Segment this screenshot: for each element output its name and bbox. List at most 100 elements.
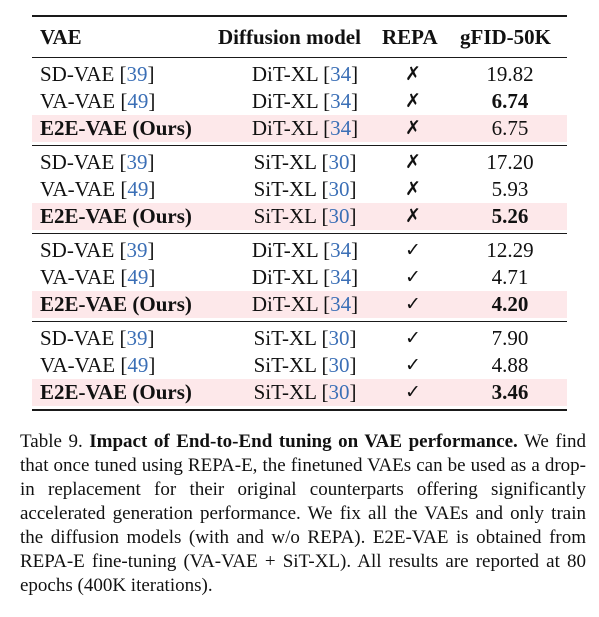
diffusion-model-name: SiT-XL bbox=[253, 204, 317, 228]
cross-mark-icon: ✗ bbox=[405, 205, 421, 227]
cell-diffusion-model: SiT-XL [30] bbox=[253, 380, 357, 404]
table-row: SD-VAE [39] DiT-XL [34] ✗ 19.82 bbox=[32, 61, 567, 88]
vae-citation-link[interactable]: 39 bbox=[126, 150, 148, 174]
diffusion-citation-link[interactable]: 30 bbox=[328, 150, 350, 174]
cell-vae: E2E-VAE (Ours) bbox=[40, 115, 192, 142]
cell-diffusion-model: SiT-XL [30] bbox=[253, 353, 357, 377]
cell-gfid: 19.82 bbox=[486, 62, 534, 86]
cell-vae: SD-VAE [39] bbox=[40, 326, 155, 350]
table-bottom-rule bbox=[32, 409, 567, 411]
vae-citation-link[interactable]: 39 bbox=[126, 326, 148, 350]
cell-vae: VA-VAE [49] bbox=[40, 177, 156, 201]
cross-mark-icon: ✗ bbox=[405, 151, 421, 173]
vae-citation-link[interactable]: 39 bbox=[126, 238, 148, 262]
diffusion-model-name: DiT-XL bbox=[251, 292, 318, 316]
table-body: SD-VAE [39] DiT-XL [34] ✗ 19.82 VA-VAE [49] D… bbox=[32, 57, 567, 411]
diffusion-citation-link[interactable]: 34 bbox=[330, 62, 352, 86]
vae-name: VA-VAE bbox=[40, 265, 116, 289]
caption-body: We find that once tuned using REPA-E, th… bbox=[20, 431, 586, 596]
diffusion-citation-link[interactable]: 30 bbox=[328, 380, 350, 404]
table-row: VA-VAE [49] DiT-XL [34] ✓ 4.71 bbox=[32, 264, 567, 291]
vae-name: SD-VAE bbox=[40, 326, 115, 350]
vae-citation-link[interactable]: 49 bbox=[127, 89, 149, 113]
table-row-highlighted: E2E-VAE (Ours) SiT-XL [30] ✗ 5.26 bbox=[32, 203, 567, 230]
diffusion-model-name: DiT-XL bbox=[251, 116, 318, 140]
table-header-row: VAE Diffusion model REPA gFID-50K bbox=[32, 17, 567, 57]
cell-diffusion-model: SiT-XL [30] bbox=[253, 177, 357, 201]
cell-diffusion-model: SiT-XL [30] bbox=[253, 150, 357, 174]
diffusion-citation-link[interactable]: 30 bbox=[328, 353, 350, 377]
cell-gfid: 5.93 bbox=[491, 177, 529, 201]
diffusion-model-name: SiT-XL bbox=[253, 380, 317, 404]
table-group: SD-VAE [39] SiT-XL [30] ✓ 7.90 VA-VAE [49] Si… bbox=[32, 322, 567, 409]
caption-label: Table 9. bbox=[20, 431, 83, 452]
diffusion-model-name: DiT-XL bbox=[251, 62, 318, 86]
vae-name: VA-VAE bbox=[40, 353, 116, 377]
diffusion-citation-link[interactable]: 34 bbox=[330, 89, 352, 113]
diffusion-citation-link[interactable]: 34 bbox=[330, 238, 352, 262]
cell-diffusion-model: DiT-XL [34] bbox=[251, 292, 359, 316]
table-group: SD-VAE [39] DiT-XL [34] ✗ 19.82 VA-VAE [49] D… bbox=[32, 58, 567, 145]
group-separator-rule bbox=[32, 145, 567, 146]
table-row: VA-VAE [49] SiT-XL [30] ✗ 5.93 bbox=[32, 176, 567, 203]
vae-name: E2E-VAE (Ours) bbox=[40, 116, 192, 140]
cell-gfid: 3.46 bbox=[491, 380, 529, 404]
diffusion-model-name: SiT-XL bbox=[253, 177, 317, 201]
cell-vae: VA-VAE [49] bbox=[40, 89, 156, 113]
cell-vae: SD-VAE [39] bbox=[40, 150, 155, 174]
vae-citation-link[interactable]: 49 bbox=[127, 265, 149, 289]
group-separator-rule bbox=[32, 57, 567, 58]
diffusion-citation-link[interactable]: 30 bbox=[328, 326, 350, 350]
diffusion-citation-link[interactable]: 30 bbox=[328, 204, 350, 228]
table-caption: Table 9. Impact of End-to-End tuning on … bbox=[20, 430, 586, 598]
cell-vae: E2E-VAE (Ours) bbox=[40, 291, 192, 318]
table-row: VA-VAE [49] DiT-XL [34] ✗ 6.74 bbox=[32, 88, 567, 115]
cell-gfid: 17.20 bbox=[486, 150, 534, 174]
caption-title: Impact of End-to-End tuning on VAE perfo… bbox=[89, 431, 518, 452]
table-row-highlighted: E2E-VAE (Ours) DiT-XL [34] ✗ 6.75 bbox=[32, 115, 567, 142]
cell-diffusion-model: DiT-XL [34] bbox=[251, 238, 359, 262]
cross-mark-icon: ✗ bbox=[405, 63, 421, 85]
vae-name: E2E-VAE (Ours) bbox=[40, 204, 192, 228]
vae-name: VA-VAE bbox=[40, 177, 116, 201]
diffusion-citation-link[interactable]: 34 bbox=[330, 292, 352, 316]
cell-gfid: 4.20 bbox=[491, 292, 529, 316]
diffusion-model-name: DiT-XL bbox=[251, 89, 318, 113]
cross-mark-icon: ✗ bbox=[405, 178, 421, 200]
cell-gfid: 7.90 bbox=[491, 326, 529, 350]
vae-citation-link[interactable]: 39 bbox=[126, 62, 148, 86]
cell-gfid: 4.88 bbox=[491, 353, 529, 377]
vae-name: SD-VAE bbox=[40, 62, 115, 86]
table-row: SD-VAE [39] DiT-XL [34] ✓ 12.29 bbox=[32, 237, 567, 264]
diffusion-citation-link[interactable]: 34 bbox=[330, 116, 352, 140]
cell-gfid: 6.75 bbox=[491, 116, 529, 140]
vae-citation-link[interactable]: 49 bbox=[127, 177, 149, 201]
diffusion-citation-link[interactable]: 30 bbox=[328, 177, 350, 201]
vae-name: VA-VAE bbox=[40, 89, 116, 113]
table-row: SD-VAE [39] SiT-XL [30] ✗ 17.20 bbox=[32, 149, 567, 176]
check-mark-icon: ✓ bbox=[405, 327, 421, 349]
diffusion-citation-link[interactable]: 34 bbox=[330, 265, 352, 289]
vae-name: E2E-VAE (Ours) bbox=[40, 380, 192, 404]
cell-diffusion-model: DiT-XL [34] bbox=[251, 116, 359, 140]
diffusion-model-name: SiT-XL bbox=[253, 326, 317, 350]
cell-gfid: 12.29 bbox=[486, 238, 534, 262]
header-gfid: gFID-50K bbox=[460, 25, 551, 49]
cell-vae: E2E-VAE (Ours) bbox=[40, 203, 192, 230]
results-table: VAE Diffusion model REPA gFID-50K SD-VAE… bbox=[32, 15, 567, 411]
diffusion-model-name: DiT-XL bbox=[251, 238, 318, 262]
group-separator-rule bbox=[32, 321, 567, 322]
check-mark-icon: ✓ bbox=[405, 266, 421, 288]
table-row-highlighted: E2E-VAE (Ours) SiT-XL [30] ✓ 3.46 bbox=[32, 379, 567, 406]
cell-diffusion-model: SiT-XL [30] bbox=[253, 204, 357, 228]
cell-diffusion-model: SiT-XL [30] bbox=[253, 326, 357, 350]
cell-gfid: 4.71 bbox=[491, 265, 529, 289]
header-vae: VAE bbox=[40, 25, 82, 49]
check-mark-icon: ✓ bbox=[405, 354, 421, 376]
diffusion-model-name: SiT-XL bbox=[253, 150, 317, 174]
vae-citation-link[interactable]: 49 bbox=[127, 353, 149, 377]
cell-diffusion-model: DiT-XL [34] bbox=[251, 89, 359, 113]
cell-diffusion-model: DiT-XL [34] bbox=[251, 62, 359, 86]
cell-vae: VA-VAE [49] bbox=[40, 265, 156, 289]
diffusion-model-name: SiT-XL bbox=[253, 353, 317, 377]
